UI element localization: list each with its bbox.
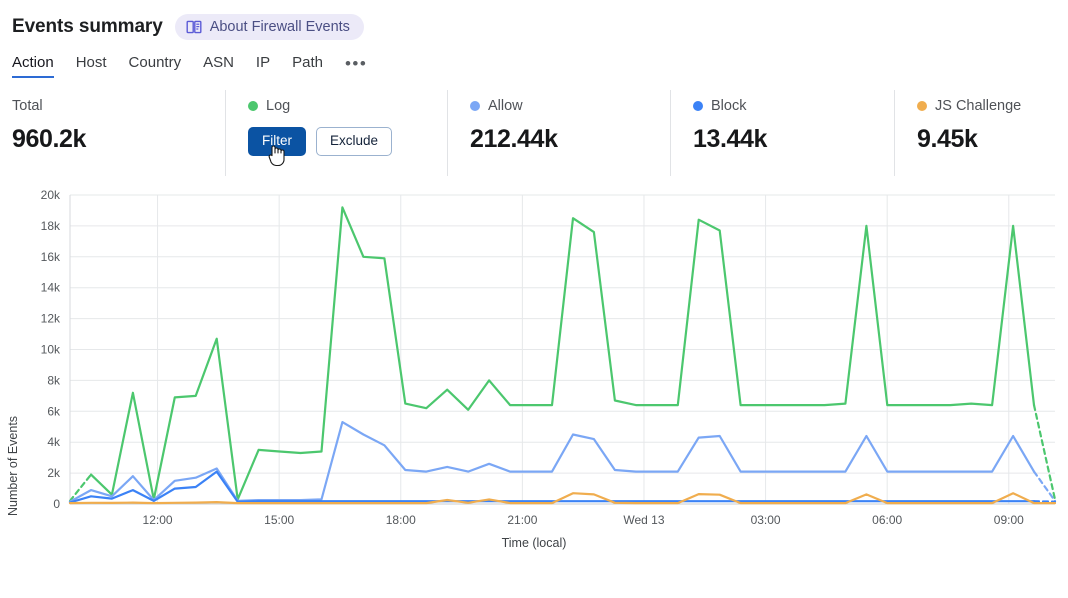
stat-allow-text: Allow [488, 98, 523, 114]
series-dashed-tail-log [1032, 404, 1057, 501]
stat-allow-label: Allow [470, 96, 670, 116]
y-tick-label: 8k [47, 373, 61, 387]
stat-total: Total 960.2k [12, 90, 225, 176]
about-firewall-events-pill[interactable]: About Firewall Events [174, 14, 364, 40]
tab-path[interactable]: Path [292, 53, 323, 71]
log-color-dot [248, 101, 258, 111]
y-tick-label: 14k [41, 281, 61, 295]
y-tick-label: 12k [41, 312, 61, 326]
stat-allow: Allow 212.44k [447, 90, 670, 176]
stat-total-value: 960.2k [12, 125, 87, 153]
dimension-tabs: Action Host Country ASN IP Path ••• [0, 44, 1068, 78]
chart-svg: 0 2k 4k 6k 8k 10k 12k 14k 16k 18k 20k 12:00 15:00 18:… [41, 188, 1057, 526]
stat-block-value: 13.44k [693, 125, 768, 153]
series-dashed-head-log [68, 473, 93, 502]
tab-country[interactable]: Country [128, 53, 182, 71]
allow-color-dot [470, 101, 480, 111]
stat-js-challenge-label: JS Challenge [917, 96, 1068, 116]
y-tick-label: 18k [41, 219, 61, 233]
tab-host[interactable]: Host [75, 53, 107, 71]
y-tick-label: 4k [47, 435, 61, 449]
x-tick-label: 21:00 [507, 513, 537, 526]
stat-js-challenge-text: JS Challenge [935, 98, 1022, 114]
y-tick-label: 20k [41, 188, 61, 202]
events-summary-stats: Total 960.2k Log Filter Exclude Allow 21… [0, 90, 1068, 176]
tab-action[interactable]: Action [12, 54, 54, 78]
page-title: Events summary [12, 16, 163, 37]
filter-button[interactable]: Filter [248, 127, 306, 156]
series-dashed-tail-block [1032, 500, 1057, 503]
y-tick-label: 6k [47, 404, 61, 418]
series-line-js-challenge [68, 492, 1057, 505]
events-timeseries-chart: 0 2k 4k 6k 8k 10k 12k 14k 16k 18k 20k 12:00 15:00 18:… [0, 186, 1068, 556]
stat-log-label: Log [248, 96, 447, 116]
y-tick-label: 10k [41, 343, 61, 357]
x-tick-label: Wed 13 [623, 513, 664, 526]
stat-log: Log Filter Exclude [225, 90, 447, 176]
tab-ip[interactable]: IP [255, 53, 271, 71]
x-tick-label: 15:00 [264, 513, 294, 526]
x-tick-label: 12:00 [143, 513, 173, 526]
stat-block-text: Block [711, 98, 747, 114]
x-tick-label: 06:00 [872, 513, 902, 526]
series-line-log [89, 206, 1036, 501]
chart-x-axis-label: Time (local) [501, 536, 567, 550]
stat-js-challenge-value: 9.45k [917, 125, 978, 153]
stat-total-label: Total [12, 96, 225, 116]
about-firewall-events-label: About Firewall Events [209, 19, 350, 35]
y-tick-label: 0 [53, 497, 60, 511]
series-line-block [68, 470, 1036, 504]
stat-allow-value: 212.44k [470, 125, 558, 153]
stat-js-challenge: JS Challenge 9.45k [894, 90, 1068, 176]
block-color-dot [693, 101, 703, 111]
series-line-allow [68, 421, 1036, 503]
x-tick-label: 18:00 [386, 513, 416, 526]
y-tick-label: 2k [47, 466, 61, 480]
book-icon [186, 19, 202, 35]
series-dashed-tail-allow [1032, 470, 1057, 502]
stat-log-text: Log [266, 98, 291, 114]
exclude-button[interactable]: Exclude [316, 127, 393, 156]
y-tick-label: 16k [41, 250, 61, 264]
more-tabs-icon[interactable]: ••• [344, 54, 368, 73]
log-filter-actions: Filter Exclude [248, 127, 447, 156]
stat-block-label: Block [693, 96, 894, 116]
tab-asn[interactable]: ASN [203, 53, 234, 71]
x-tick-label: 03:00 [751, 513, 781, 526]
stat-total-text: Total [12, 98, 43, 114]
stat-block: Block 13.44k [670, 90, 894, 176]
js-challenge-color-dot [917, 101, 927, 111]
x-tick-label: 09:00 [994, 513, 1024, 526]
page-header: Events summary About Firewall Events [0, 0, 1068, 44]
chart-y-axis-label: Number of Events [6, 415, 20, 516]
